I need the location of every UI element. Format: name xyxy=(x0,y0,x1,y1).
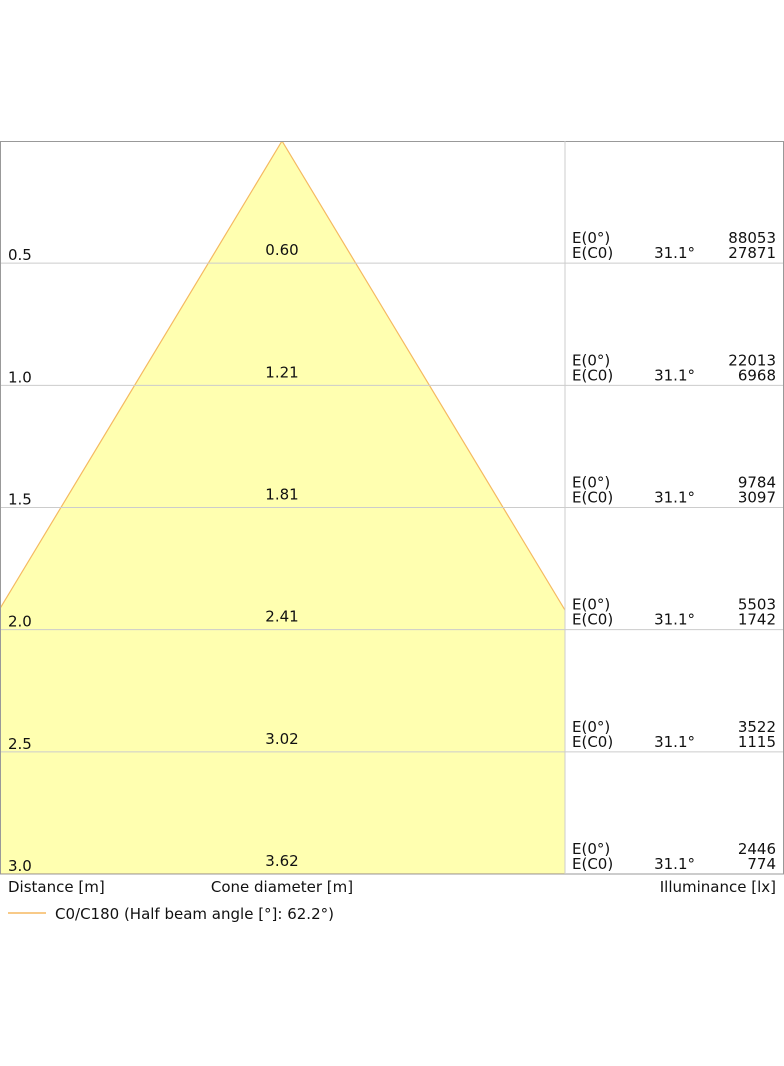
x-label: Distance [m] xyxy=(8,878,105,896)
grid xyxy=(0,262,784,875)
distance-label: 2.5 xyxy=(8,735,32,753)
row-label: E(C0) xyxy=(572,733,613,751)
diameter-label: 1.81 xyxy=(265,486,298,504)
row-label: E(0°) xyxy=(572,596,610,614)
row-label: E(0°) xyxy=(572,718,610,736)
illuminance-c0: 3097 xyxy=(738,489,776,507)
distance-label: 3.0 xyxy=(8,857,32,875)
distance-label: 0.5 xyxy=(8,246,32,264)
distance-label: 2.0 xyxy=(8,613,32,631)
diameter-label: 0.60 xyxy=(265,241,298,259)
row-label: E(C0) xyxy=(572,489,613,507)
row-label: E(C0) xyxy=(572,244,613,262)
angle-label: 31.1° xyxy=(654,244,695,262)
distance-label: 1.0 xyxy=(8,368,32,386)
angle-label: 31.1° xyxy=(654,733,695,751)
illuminance-c0: 27871 xyxy=(728,244,776,262)
illuminance-center: 9784 xyxy=(738,474,776,492)
cone-label: Cone diameter [m] xyxy=(211,878,353,896)
angle-label: 31.1° xyxy=(654,489,695,507)
illuminance-center: 88053 xyxy=(728,229,776,247)
row-label: E(0°) xyxy=(572,840,610,858)
illuminance-center: 3522 xyxy=(738,718,776,736)
row-label: E(C0) xyxy=(572,366,613,384)
legend-text: C0/C180 (Half beam angle [°]: 62.2°) xyxy=(55,905,334,923)
diameter-label: 1.21 xyxy=(265,363,298,381)
diameter-label: 3.02 xyxy=(265,730,298,748)
diameter-label: 3.62 xyxy=(265,852,298,870)
illuminance-c0: 1115 xyxy=(738,733,776,751)
illuminance-center: 22013 xyxy=(728,351,776,369)
illuminance-c0: 774 xyxy=(747,855,776,873)
illuminance-c0: 1742 xyxy=(738,611,776,629)
illuminance-label: Illuminance [lx] xyxy=(660,878,776,896)
row-label: E(C0) xyxy=(572,611,613,629)
angle-label: 31.1° xyxy=(654,855,695,873)
row-label: E(0°) xyxy=(572,229,610,247)
angle-label: 31.1° xyxy=(654,611,695,629)
distance-label: 1.5 xyxy=(8,491,32,509)
diameter-label: 2.41 xyxy=(265,608,298,626)
angle-label: 31.1° xyxy=(654,366,695,384)
row-label: E(0°) xyxy=(572,351,610,369)
illuminance-c0: 6968 xyxy=(738,366,776,384)
illuminance-center: 5503 xyxy=(738,596,776,614)
row-label: E(C0) xyxy=(572,855,613,873)
illuminance-center: 2446 xyxy=(738,840,776,858)
row-label: E(0°) xyxy=(572,474,610,492)
